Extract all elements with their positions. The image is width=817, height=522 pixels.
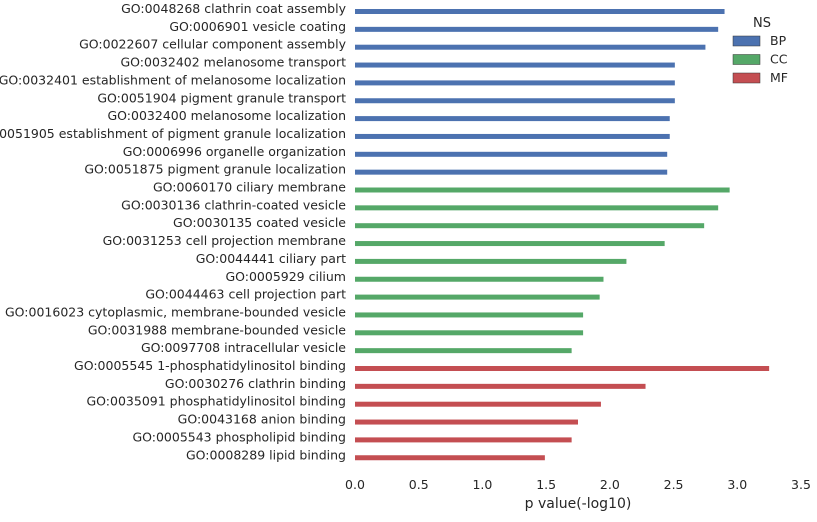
category-label: GO:0043168 anion binding — [178, 412, 346, 427]
bar-go-0030276 — [355, 383, 646, 389]
category-label: GO:0005545 1-phosphatidylinositol bindin… — [74, 358, 346, 373]
x-tick-label: 0.0 — [345, 477, 365, 492]
category-label: GO:0044441 ciliary part — [196, 251, 346, 266]
category-label: GO:0032402 melanosome transport — [121, 55, 347, 70]
legend-swatch-mf — [732, 72, 761, 84]
x-tick-group: 0.0 0.5 1.0 1.5 2.0 2.5 3.0 3.5 — [345, 477, 811, 492]
category-label: GO:0032400 melanosome localization — [108, 108, 347, 123]
category-label: GO:0051875 pigment granule localization — [84, 162, 346, 177]
bar-go-0060170 — [355, 187, 730, 193]
bar-go-0032400 — [355, 116, 670, 122]
bar-go-0097708 — [355, 348, 572, 354]
category-label: GO:0030136 clathrin-coated vesicle — [121, 197, 346, 212]
category-label-group: GO:0048268 clathrin coat assembly GO:0006… — [0, 1, 347, 462]
category-label: GO:0044463 cell projection part — [145, 287, 346, 302]
bar-go-0016023 — [355, 312, 584, 318]
category-label: GO:0051905 establishment of pigment gran… — [0, 126, 346, 141]
bar-go-0006901 — [355, 26, 719, 32]
category-label: GO:0051904 pigment granule transport — [97, 90, 346, 105]
bar-go-0035091 — [355, 401, 601, 407]
category-label: GO:0097708 intracellular vesicle — [141, 340, 346, 355]
bar-go-0005929 — [355, 276, 604, 282]
category-label: GO:0031253 cell projection membrane — [103, 233, 347, 248]
category-label: GO:0030276 clathrin binding — [165, 376, 346, 391]
category-label: GO:0030135 coated vesicle — [173, 215, 346, 230]
bar-go-0005543 — [355, 437, 572, 443]
category-label: GO:0005929 cilium — [225, 269, 346, 284]
bar-go-0030135 — [355, 223, 705, 229]
legend-swatch-cc — [732, 54, 761, 65]
bar-go-0044441 — [355, 258, 627, 264]
bar-go-0051875 — [355, 169, 668, 175]
x-tick-label: 2.5 — [664, 477, 684, 492]
category-label: GO:0016023 cytoplasmic, membrane-bounded… — [5, 304, 346, 319]
bar-go-0051905 — [355, 133, 670, 139]
bar-go-0031253 — [355, 241, 665, 247]
bar-go-0008289 — [355, 455, 545, 461]
x-tick-label: 1.0 — [472, 477, 492, 492]
x-tick-label: 2.0 — [600, 477, 620, 492]
x-tick-label: 1.5 — [536, 477, 556, 492]
legend-swatch-bp — [732, 35, 761, 47]
bar-go-0043168 — [355, 419, 578, 425]
bar-go-0030136 — [355, 205, 719, 211]
bar-go-0051904 — [355, 98, 675, 104]
category-label: GO:0006996 organelle organization — [123, 144, 346, 159]
legend-entries: BP CC MF — [732, 33, 788, 85]
category-label: GO:0032401 establishment of melanosome l… — [0, 72, 346, 87]
x-tick-label: 3.0 — [727, 477, 747, 492]
bar-go-0044463 — [355, 294, 600, 300]
bar-go-0048268 — [355, 9, 725, 14]
legend-title: NS — [753, 16, 771, 31]
bar-go-0032402 — [355, 62, 675, 68]
x-axis-label: p value(-log10) — [525, 496, 632, 512]
category-label: GO:0031988 membrane-bounded vesicle — [88, 322, 346, 337]
bar-go-0031988 — [355, 330, 584, 336]
bar-go-0022607 — [355, 44, 706, 50]
bar-go-0032401 — [355, 80, 675, 86]
legend: NS BP CC MF — [732, 16, 788, 85]
x-tick-label: 0.5 — [409, 477, 429, 492]
bar-go-0006996 — [355, 151, 668, 157]
category-label: GO:0006901 vesicle coating — [169, 19, 346, 34]
bar-group — [355, 9, 770, 461]
category-label: GO:0048268 clathrin coat assembly — [121, 1, 347, 16]
category-label: GO:0008289 lipid binding — [186, 447, 346, 462]
x-tick-label: 3.5 — [791, 477, 811, 492]
category-label: GO:0022607 cellular component assembly — [79, 37, 346, 52]
category-label: GO:0060170 ciliary membrane — [153, 180, 346, 195]
category-label: GO:0005543 phospholipid binding — [132, 429, 346, 444]
bar-go-0005545 — [355, 366, 770, 371]
legend-label-mf: MF — [770, 70, 788, 85]
category-label: GO:0035091 phosphatidylinositol binding — [87, 394, 347, 409]
legend-label-bp: BP — [770, 33, 787, 48]
legend-label-cc: CC — [770, 52, 788, 67]
